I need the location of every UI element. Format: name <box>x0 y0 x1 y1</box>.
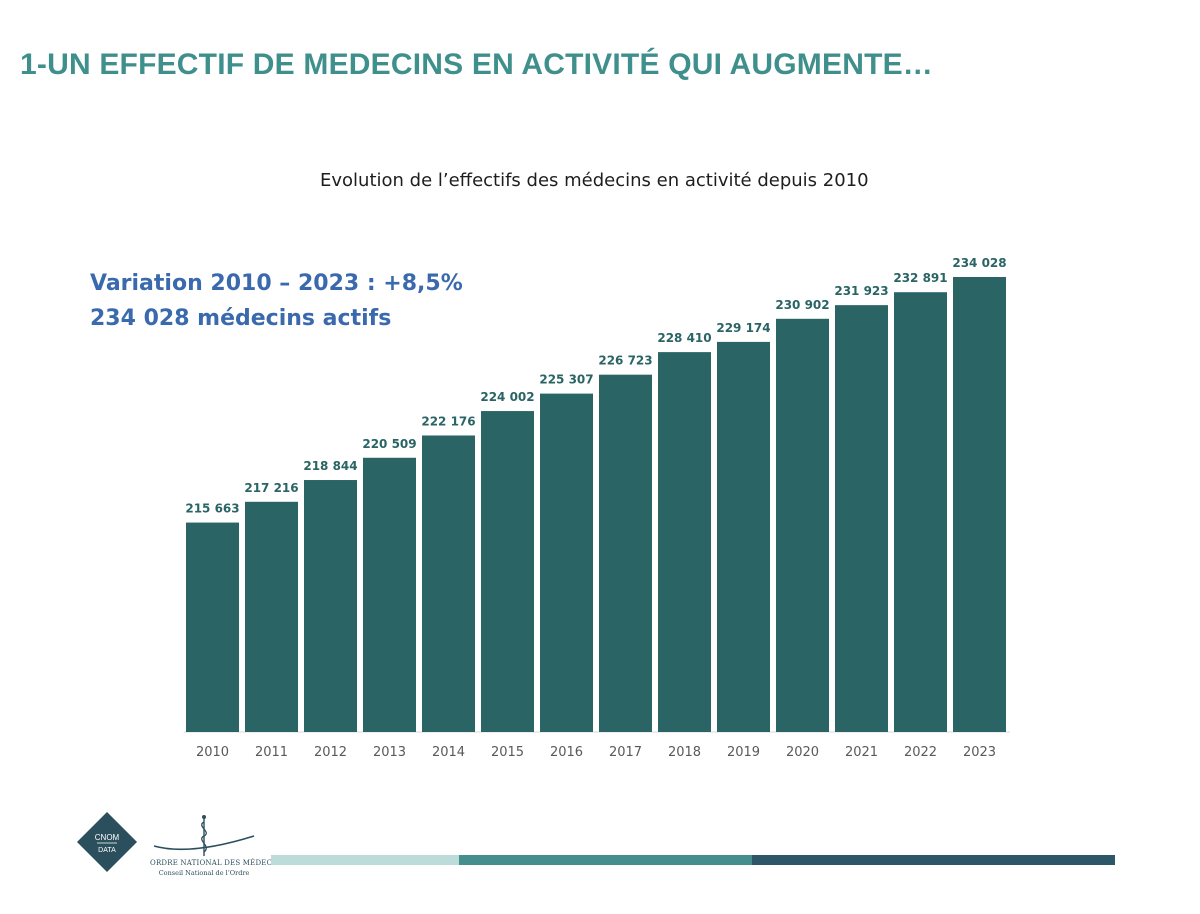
x-tick-label-2019: 2019 <box>727 745 760 760</box>
x-tick-label-2016: 2016 <box>550 745 583 760</box>
bar-2012 <box>304 480 357 732</box>
cnom-data-logo: CNOM DATA <box>75 810 139 879</box>
bar-2013 <box>363 457 416 732</box>
bar-2018 <box>658 352 711 732</box>
cnom-diamond-icon: CNOM DATA <box>77 812 137 872</box>
bar-2023 <box>953 276 1006 732</box>
bars-group <box>186 276 1006 732</box>
x-tick-label-2022: 2022 <box>904 745 937 760</box>
bar-2021 <box>835 305 888 732</box>
x-tick-label-2014: 2014 <box>432 745 465 760</box>
bar-value-label-2020: 230 902 <box>775 298 829 312</box>
bar-value-label-2015: 224 002 <box>480 390 534 404</box>
bar-2010 <box>186 522 239 732</box>
bar-value-label-2011: 217 216 <box>244 481 298 495</box>
chart-title: Evolution de l’effectifs des médecins en… <box>320 170 869 191</box>
footer-band-mid <box>459 855 752 865</box>
x-tick-label-2013: 2013 <box>373 745 406 760</box>
bar-2015 <box>481 411 534 732</box>
bar-2014 <box>422 435 475 732</box>
ordre-subtitle: Conseil National de l’Ordre <box>158 869 250 877</box>
ordre-text: ORDRE NATIONAL DES MÉDECINS Conseil Nati… <box>150 858 287 878</box>
x-tick-label-2011: 2011 <box>255 745 288 760</box>
bar-2019 <box>717 341 770 732</box>
x-tick-label-2012: 2012 <box>314 745 347 760</box>
x-tick-label-2017: 2017 <box>609 745 642 760</box>
x-tick-label-2010: 2010 <box>196 745 229 760</box>
bar-2020 <box>776 318 829 732</box>
x-tick-label-2020: 2020 <box>786 745 819 760</box>
ordre-name: ORDRE NATIONAL DES MÉDECINS <box>150 859 287 867</box>
footer-band-dark <box>752 855 1115 865</box>
x-tick-label-2015: 2015 <box>491 745 524 760</box>
bar-value-label-2012: 218 844 <box>303 459 357 473</box>
bar-2011 <box>245 501 298 732</box>
bar-value-label-2019: 229 174 <box>716 321 770 335</box>
bar-value-label-2010: 215 663 <box>185 502 239 516</box>
bar-2017 <box>599 374 652 732</box>
bar-value-label-2021: 231 923 <box>834 284 888 298</box>
footer-band-light <box>271 855 459 865</box>
active-doctors-text: 234 028 médecins actifs <box>90 306 392 331</box>
slide-title: 1-UN EFFECTIF DE MEDECINS EN ACTIVITÉ QU… <box>20 48 934 81</box>
bar-2016 <box>540 393 593 732</box>
variation-text: Variation 2010 – 2023 : +8,5% <box>90 271 463 296</box>
bar-value-label-2017: 226 723 <box>598 354 652 368</box>
bar-2022 <box>894 292 947 732</box>
cnom-line1: CNOM <box>95 833 120 842</box>
bar-value-label-2014: 222 176 <box>421 414 475 428</box>
x-tick-label-2021: 2021 <box>845 745 878 760</box>
x-tick-label-2018: 2018 <box>668 745 701 760</box>
x-tick-label-2023: 2023 <box>963 745 996 760</box>
bar-labels-group: 215 663 217 216 218 844 220 509 222 176 224 0… <box>185 256 1006 516</box>
highlight-box: Variation 2010 – 2023 : +8,5% 234 028 mé… <box>90 266 463 336</box>
x-tick-labels-group: 2010 2011 2012 2013 2014 2015 2016 2017 2018 2019… <box>196 745 996 760</box>
bar-value-label-2022: 232 891 <box>893 271 947 285</box>
cnom-line2: DATA <box>98 847 116 854</box>
bar-value-label-2018: 228 410 <box>657 331 711 345</box>
ordre-logo <box>150 812 258 863</box>
bar-value-label-2023: 234 028 <box>952 256 1006 270</box>
bar-value-label-2016: 225 307 <box>539 373 593 387</box>
bar-value-label-2013: 220 509 <box>362 437 416 451</box>
caduceus-icon <box>153 815 255 856</box>
